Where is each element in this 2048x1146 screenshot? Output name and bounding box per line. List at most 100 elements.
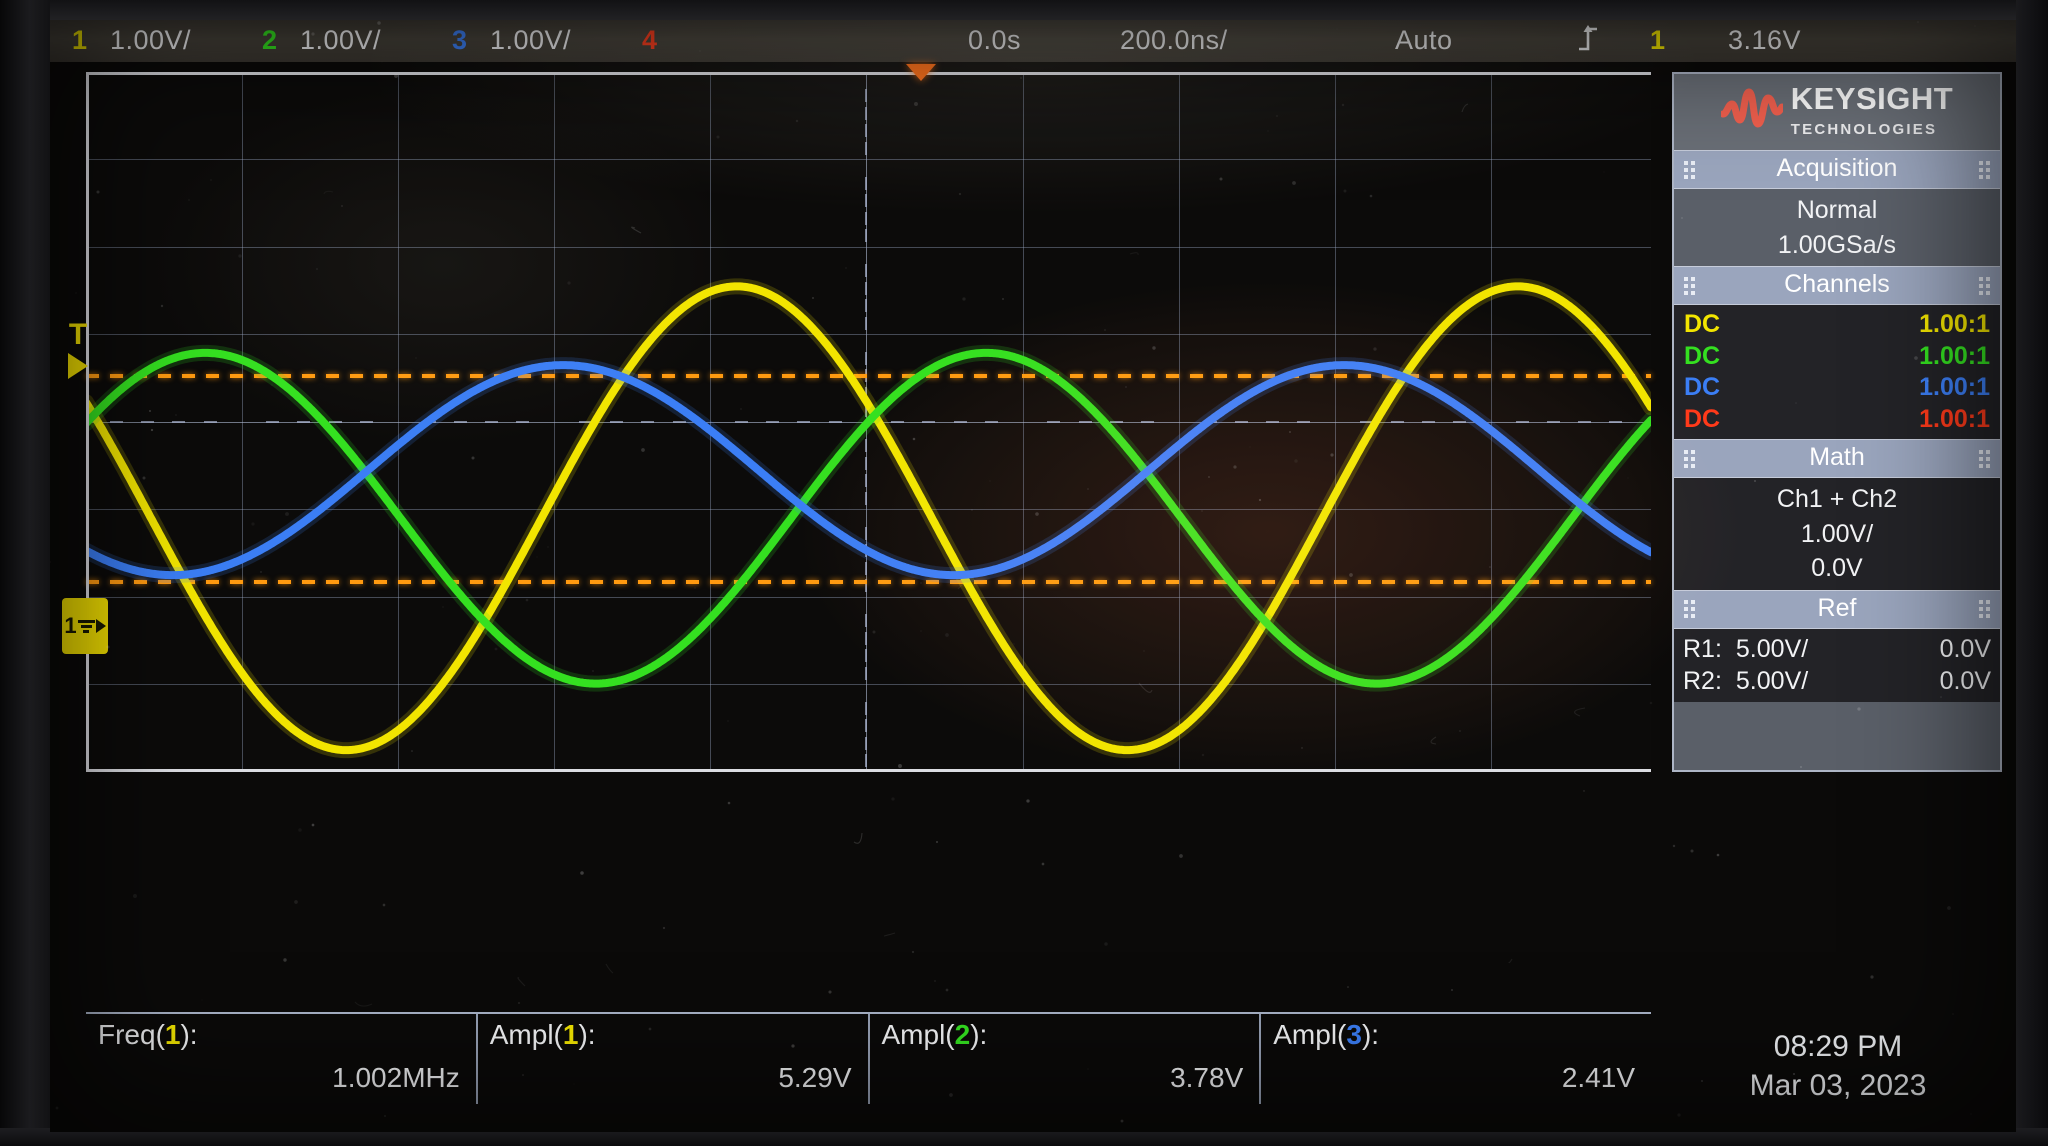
ref-body: R1: 5.00V/ 0.0V R2: 5.00V/ 0.0V <box>1674 628 2000 702</box>
channel-3-coupling: DC <box>1684 373 1721 401</box>
channel-2-probe-ratio: 1.00:1 <box>1919 341 1990 370</box>
graticule-border <box>86 72 1651 772</box>
topbar-trigger-level[interactable]: 3.16V <box>1728 25 1802 55</box>
measurement-3-value: 2.41V <box>1561 1062 1635 1093</box>
drag-handle-icon <box>1684 449 1695 468</box>
waveform-traces <box>86 278 1651 759</box>
right-info-panel: KEYSIGHT TECHNOLOGIES Acquisition Normal… <box>1672 72 2002 772</box>
channel-row-3[interactable]: DC 1.00:1 <box>1674 372 2000 404</box>
acquisition-title: Acquisition <box>1776 154 1898 182</box>
topbar-channel-1-number[interactable]: 1 <box>72 25 88 55</box>
measurement-1-value: 5.29V <box>778 1062 852 1093</box>
measurement-1-close: ): <box>578 1019 596 1050</box>
measurement-0-name: Freq( <box>98 1019 165 1050</box>
topbar-channel-3-scale[interactable]: 1.00V/ <box>490 25 572 55</box>
math-section-header[interactable]: Math <box>1674 439 2000 478</box>
top-status-bar: 1 1.00V/ 2 1.00V/ 3 1.00V/ 4 0.0s 200.0n… <box>50 20 2016 62</box>
channel-1-probe-ratio: 1.00:1 <box>1919 310 1990 338</box>
measurement-bar: Freq(1): 1.002MHz Ampl(1): 5.29V Ampl(2)… <box>86 1012 1651 1104</box>
channel-1-coupling: DC <box>1684 310 1721 338</box>
ref-title: Ref <box>1817 593 1857 622</box>
ground-reference-line <box>86 580 1651 584</box>
acquisition-sample-rate: 1.00GSa/s <box>1777 230 1897 259</box>
ref-row-1[interactable]: R1: 5.00V/ 0.0V <box>1674 633 2000 666</box>
drag-handle-icon <box>1684 160 1695 179</box>
measurement-2-name: Ampl( <box>881 1019 955 1050</box>
measurement-3-name: Ampl( <box>1273 1019 1347 1050</box>
topbar-channel-4-number[interactable]: 4 <box>642 25 658 55</box>
measurement-3-close: ): <box>1361 1019 1380 1050</box>
drag-handle-icon <box>1979 160 1990 179</box>
trigger-level-marker[interactable]: T <box>68 320 88 379</box>
logo-name: KEYSIGHT <box>1790 81 1954 116</box>
measurement-0-channel: 1 <box>164 1019 181 1050</box>
channel-1-ground-marker[interactable]: 1 <box>62 598 108 654</box>
topbar-channel-3-number[interactable]: 3 <box>452 25 468 55</box>
datetime-display: 08:29 PM Mar 03, 2023 <box>1688 1027 1988 1106</box>
ground-symbol-icon: 1 <box>64 613 106 639</box>
channel-4-probe-ratio: 1.00:1 <box>1919 404 1990 433</box>
measurement-2-close: ): <box>970 1019 988 1050</box>
topbar-delay-value[interactable]: 0.0s <box>968 25 1022 55</box>
math-scale: 1.00V/ <box>1800 519 1874 548</box>
ground-marker-label: 1 <box>64 613 77 638</box>
oscilloscope-screen: 1 1.00V/ 2 1.00V/ 3 1.00V/ 4 0.0s 200.0n… <box>50 20 2016 1132</box>
ref-2-scale: 5.00V/ <box>1735 667 1809 695</box>
channel-row-2[interactable]: DC 1.00:1 <box>1674 341 2000 373</box>
bezel-top-edge <box>0 0 2048 22</box>
rising-edge-icon[interactable] <box>1575 22 1601 61</box>
measurement-3-channel: 3 <box>1346 1019 1362 1050</box>
measurement-1-channel: 1 <box>562 1019 579 1050</box>
measurement-2-channel: 2 <box>954 1019 971 1050</box>
measurement-2-value: 3.78V <box>1170 1062 1244 1093</box>
topbar-channel-1-scale[interactable]: 1.00V/ <box>110 25 192 55</box>
measurement-0-value: 1.002MHz <box>332 1062 460 1093</box>
trace-channel-3 <box>86 361 1651 580</box>
channel-row-1[interactable]: DC 1.00:1 <box>1674 309 2000 341</box>
acquisition-section-header[interactable]: Acquisition <box>1674 150 2000 189</box>
clock-time: 08:29 PM <box>1773 1029 1903 1063</box>
channels-section-header[interactable]: Channels <box>1674 266 2000 305</box>
topbar-channel-2-number[interactable]: 2 <box>262 25 278 55</box>
math-offset: 0.0V <box>1811 554 1863 582</box>
topbar-timebase-value[interactable]: 200.0ns/ <box>1120 25 1228 55</box>
measurement-ampl-ch1[interactable]: Ampl(1): 5.29V <box>478 1014 870 1104</box>
drag-handle-icon <box>1684 600 1695 618</box>
ref-2-offset: 0.0V <box>1939 667 1991 695</box>
drag-handle-icon <box>1979 276 1990 295</box>
ref-section-header[interactable]: Ref <box>1674 589 2000 629</box>
ref-1-offset: 0.0V <box>1939 634 1991 663</box>
acquisition-body: Normal 1.00GSa/s <box>1674 189 2000 266</box>
ref-1-name: R1: <box>1683 634 1722 663</box>
channels-title: Channels <box>1784 270 1890 298</box>
ref-row-2[interactable]: R2: 5.00V/ 0.0V <box>1674 665 2000 698</box>
channel-row-4[interactable]: DC 1.00:1 <box>1674 404 2000 436</box>
keysight-logo: KEYSIGHT TECHNOLOGIES <box>1674 74 2000 150</box>
trigger-level-arrow-icon <box>68 353 88 379</box>
trace-channel-2 <box>86 348 1651 688</box>
measurement-ampl-ch2[interactable]: Ampl(2): 3.78V <box>870 1014 1262 1104</box>
topbar-trigger-source[interactable]: 1 <box>1650 25 1666 55</box>
drag-handle-icon <box>1979 449 1990 468</box>
graticule-grid <box>86 72 1651 772</box>
logo-tagline: TECHNOLOGIES <box>1790 121 1938 138</box>
ref-1-scale: 5.00V/ <box>1735 634 1809 663</box>
bezel-left-edge <box>0 0 50 1146</box>
measurement-0-close: ): <box>180 1019 198 1050</box>
topbar-trigger-mode[interactable]: Auto <box>1395 25 1453 55</box>
measurement-1-name: Ampl( <box>489 1019 563 1050</box>
math-expression: Ch1 + Ch2 <box>1776 485 1898 513</box>
measurement-ampl-ch3[interactable]: Ampl(3): 2.41V <box>1261 1014 1651 1104</box>
waveform-graticule[interactable] <box>86 72 1651 772</box>
trigger-position-marker[interactable] <box>906 64 936 81</box>
channel-3-probe-ratio: 1.00:1 <box>1919 373 1990 401</box>
bezel-bottom-edge <box>0 1128 2048 1146</box>
channel-4-coupling: DC <box>1684 404 1721 433</box>
topbar-channel-2-scale[interactable]: 1.00V/ <box>300 25 382 55</box>
clock-date: Mar 03, 2023 <box>1749 1069 1927 1103</box>
trace-channel-1 <box>86 282 1651 755</box>
trigger-level-line <box>86 374 1651 378</box>
measurement-freq-ch1[interactable]: Freq(1): 1.002MHz <box>86 1014 478 1104</box>
waveform-logo-icon <box>1719 86 1786 137</box>
math-title: Math <box>1809 443 1865 471</box>
